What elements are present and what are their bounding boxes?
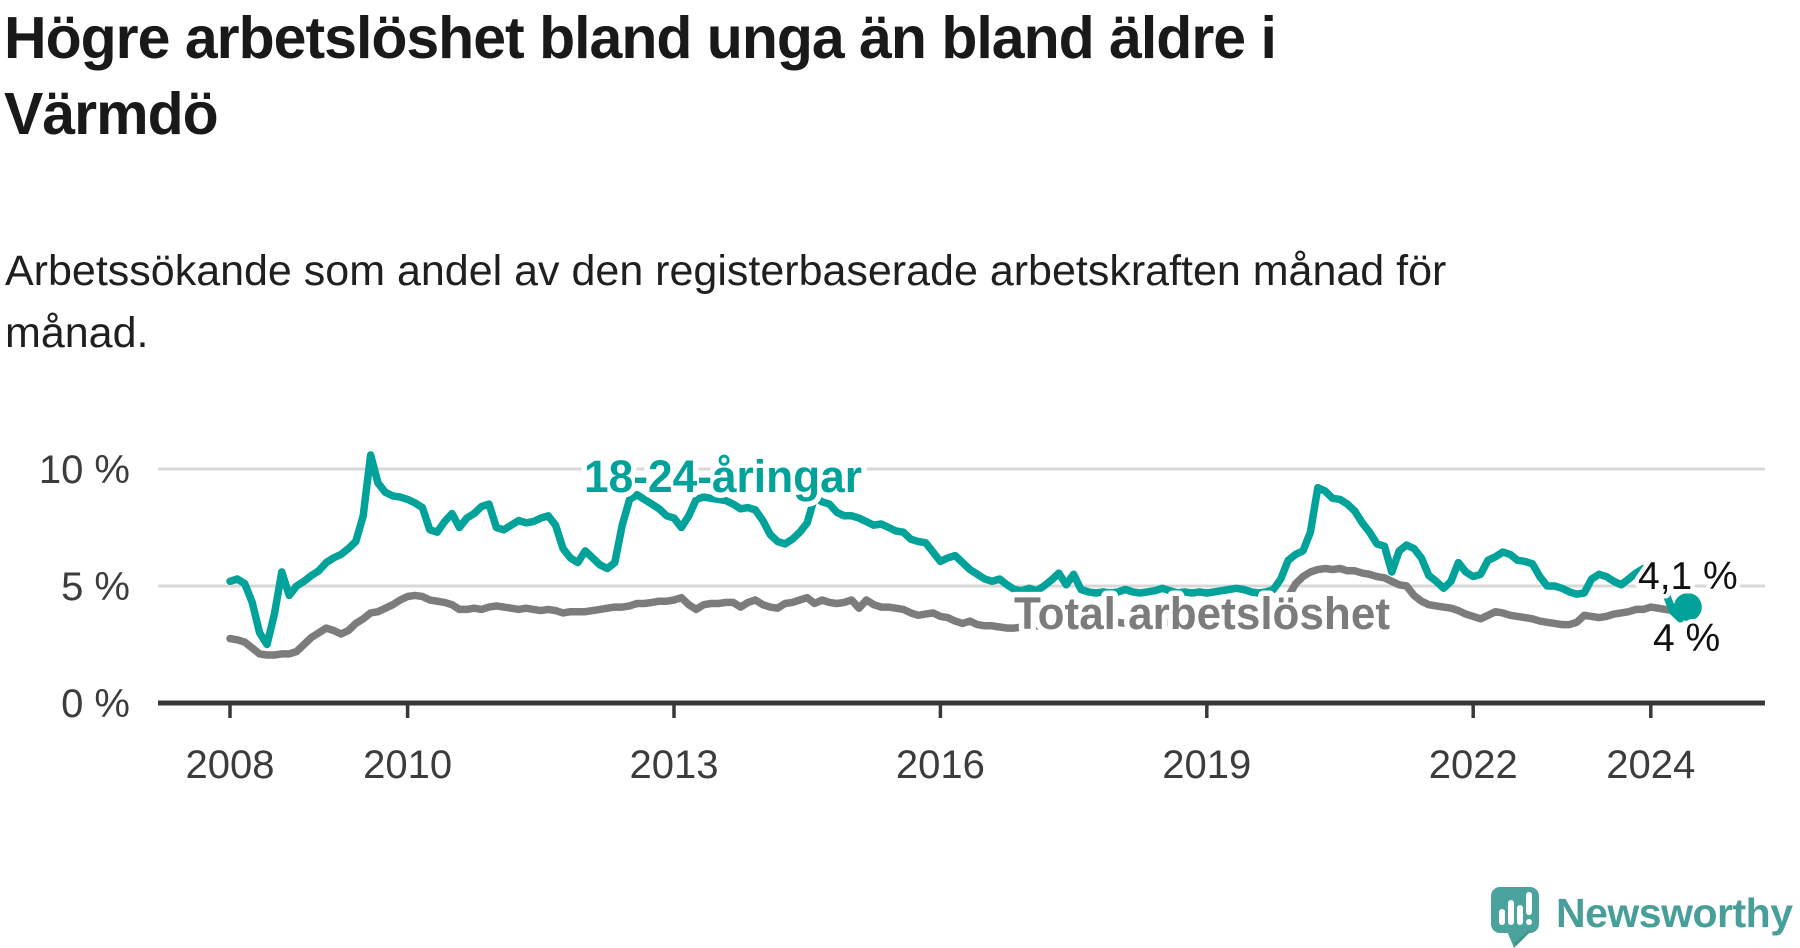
y-tick-label-5pct: 5 % xyxy=(61,565,130,609)
x-tick-label-2022: 2022 xyxy=(1429,743,1518,787)
y-tick-label-10pct: 10 % xyxy=(39,448,130,492)
series-label-youth: 18-24-åringar xyxy=(584,451,862,502)
series-label-total: Total arbetslöshet xyxy=(1014,588,1390,639)
series-end-dot-youth xyxy=(1673,593,1702,622)
end-label-youth: 4,1 % xyxy=(1638,555,1738,598)
chart-subtitle: Arbetssökande som andel av den registerb… xyxy=(5,247,1447,357)
x-tick-label-2013: 2013 xyxy=(630,743,719,787)
y-tick-label-0pct: 0 % xyxy=(61,682,130,726)
x-tick-label-2024: 2024 xyxy=(1606,743,1695,787)
series-line-total xyxy=(226,564,1692,659)
newsworthy-logo: Newsworthy xyxy=(1490,885,1793,948)
x-tick-label-2008: 2008 xyxy=(186,743,275,787)
series-line-youth xyxy=(226,451,1692,649)
chart-title: Högre arbetslöshet bland unga än bland ä… xyxy=(4,5,1277,147)
x-tick-label-2010: 2010 xyxy=(363,743,452,787)
newsworthy-logo-text: Newsworthy xyxy=(1556,890,1793,936)
newsworthy-chart-bubble-icon xyxy=(1491,887,1539,948)
end-label-total: 4 % xyxy=(1653,617,1720,660)
x-tick-label-2016: 2016 xyxy=(896,743,985,787)
x-tick-label-2019: 2019 xyxy=(1162,743,1251,787)
